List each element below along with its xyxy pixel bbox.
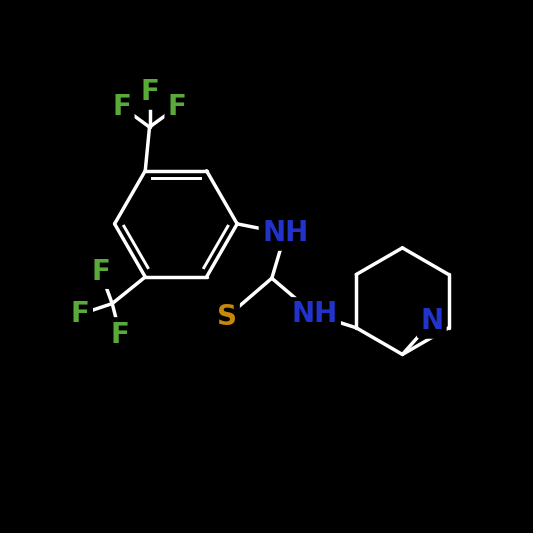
Text: F: F [140,78,159,107]
Text: F: F [91,257,110,286]
Text: S: S [216,303,237,331]
Text: NH: NH [262,220,308,247]
Text: NH: NH [292,301,337,328]
Text: N: N [420,308,443,335]
Text: F: F [71,300,90,328]
Text: F: F [111,320,130,349]
Text: F: F [112,93,131,121]
Text: F: F [168,93,187,121]
